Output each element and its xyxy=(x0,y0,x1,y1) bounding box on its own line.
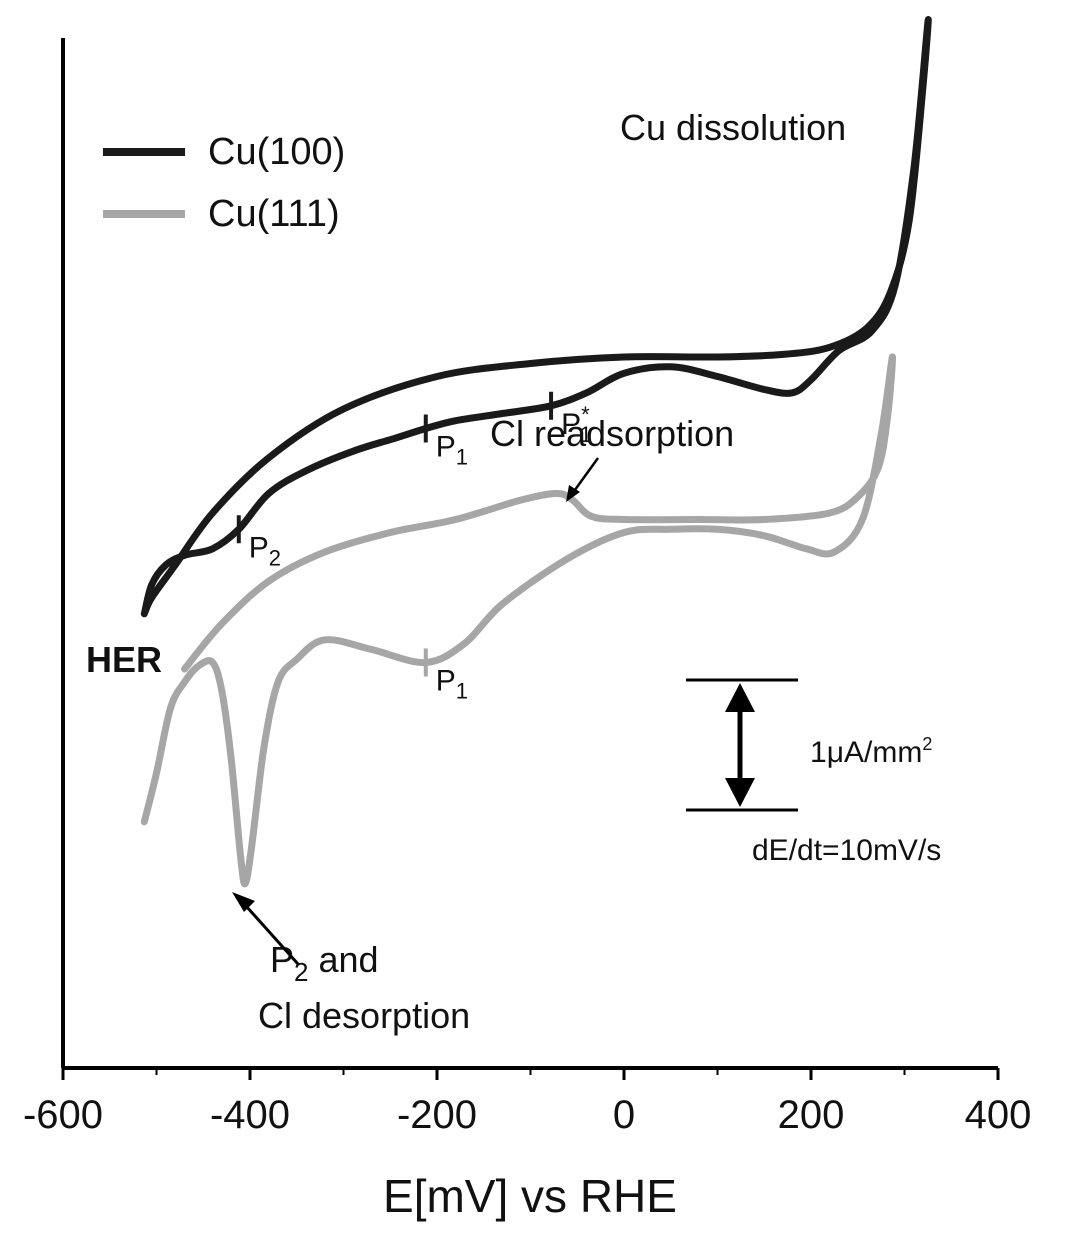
scale-bar-label: 1μA/mm2 xyxy=(810,734,932,769)
marker-layer: P1 P* 1 P2 P1 xyxy=(236,391,592,704)
annotation-p2-sub: 2 xyxy=(294,957,308,987)
scale-bar-unit: A/mm xyxy=(844,736,922,769)
peak-marker-label: P* 1 xyxy=(561,402,592,447)
series-line-cu100 xyxy=(140,16,932,618)
annotations: Cu dissolution Cl readsorption HER P2 an… xyxy=(86,107,941,1036)
annotation-cl-readsorption: Cl readsorption xyxy=(490,413,734,454)
peak-marker-label: P1 xyxy=(436,665,468,704)
x-tick-label: 0 xyxy=(613,1093,635,1137)
x-tick-label: 200 xyxy=(778,1093,845,1137)
x-tick-label: -200 xyxy=(397,1093,477,1137)
scale-bar-arrowhead-down xyxy=(725,778,755,807)
peak-marker-label: P2 xyxy=(249,531,281,570)
annotation-cl-readsorption-arrow xyxy=(570,457,600,495)
annotation-cu-dissolution: Cu dissolution xyxy=(620,107,846,148)
annotation-p2-arrowhead xyxy=(232,892,255,912)
annotation-p2-arrow xyxy=(244,904,300,966)
peak-marker-label: P1 xyxy=(436,431,468,470)
x-ticks: -600 -400 -200 0 200 400 xyxy=(23,1068,1031,1137)
x-axis-label: E[mV] vs RHE xyxy=(383,1170,677,1222)
annotation-her: HER xyxy=(86,639,162,680)
axes: -600 -400 -200 0 200 400 E[mV] vs RHE xyxy=(23,38,1031,1222)
annotation-scan-rate: dE/dt=10mV/s xyxy=(752,834,941,867)
scale-bar-exp: 2 xyxy=(922,734,932,754)
annotation-p2-cl-desorption-line1: P2 and xyxy=(270,939,379,987)
annotation-cl-readsorption-arrowhead xyxy=(566,485,580,502)
legend-label-cu100: Cu(100) xyxy=(208,131,345,173)
legend-label-cu111: Cu(111) xyxy=(208,193,340,235)
scale-bar-value: 1 xyxy=(810,736,827,769)
scale-bar-mu: μ xyxy=(827,736,844,769)
x-tick-label: -400 xyxy=(210,1093,290,1137)
scale-bar-arrowhead-up xyxy=(725,683,755,712)
annotation-p2-cl-desorption-line2: Cl desorption xyxy=(258,995,470,1036)
x-tick-label: 400 xyxy=(965,1093,1032,1137)
x-tick-label: -600 xyxy=(23,1093,103,1137)
legend: Cu(100) Cu(111) xyxy=(103,131,345,235)
series-line-cu111 xyxy=(140,353,897,888)
series-layer xyxy=(140,16,932,888)
annotation-p2-rest: and xyxy=(308,939,378,980)
